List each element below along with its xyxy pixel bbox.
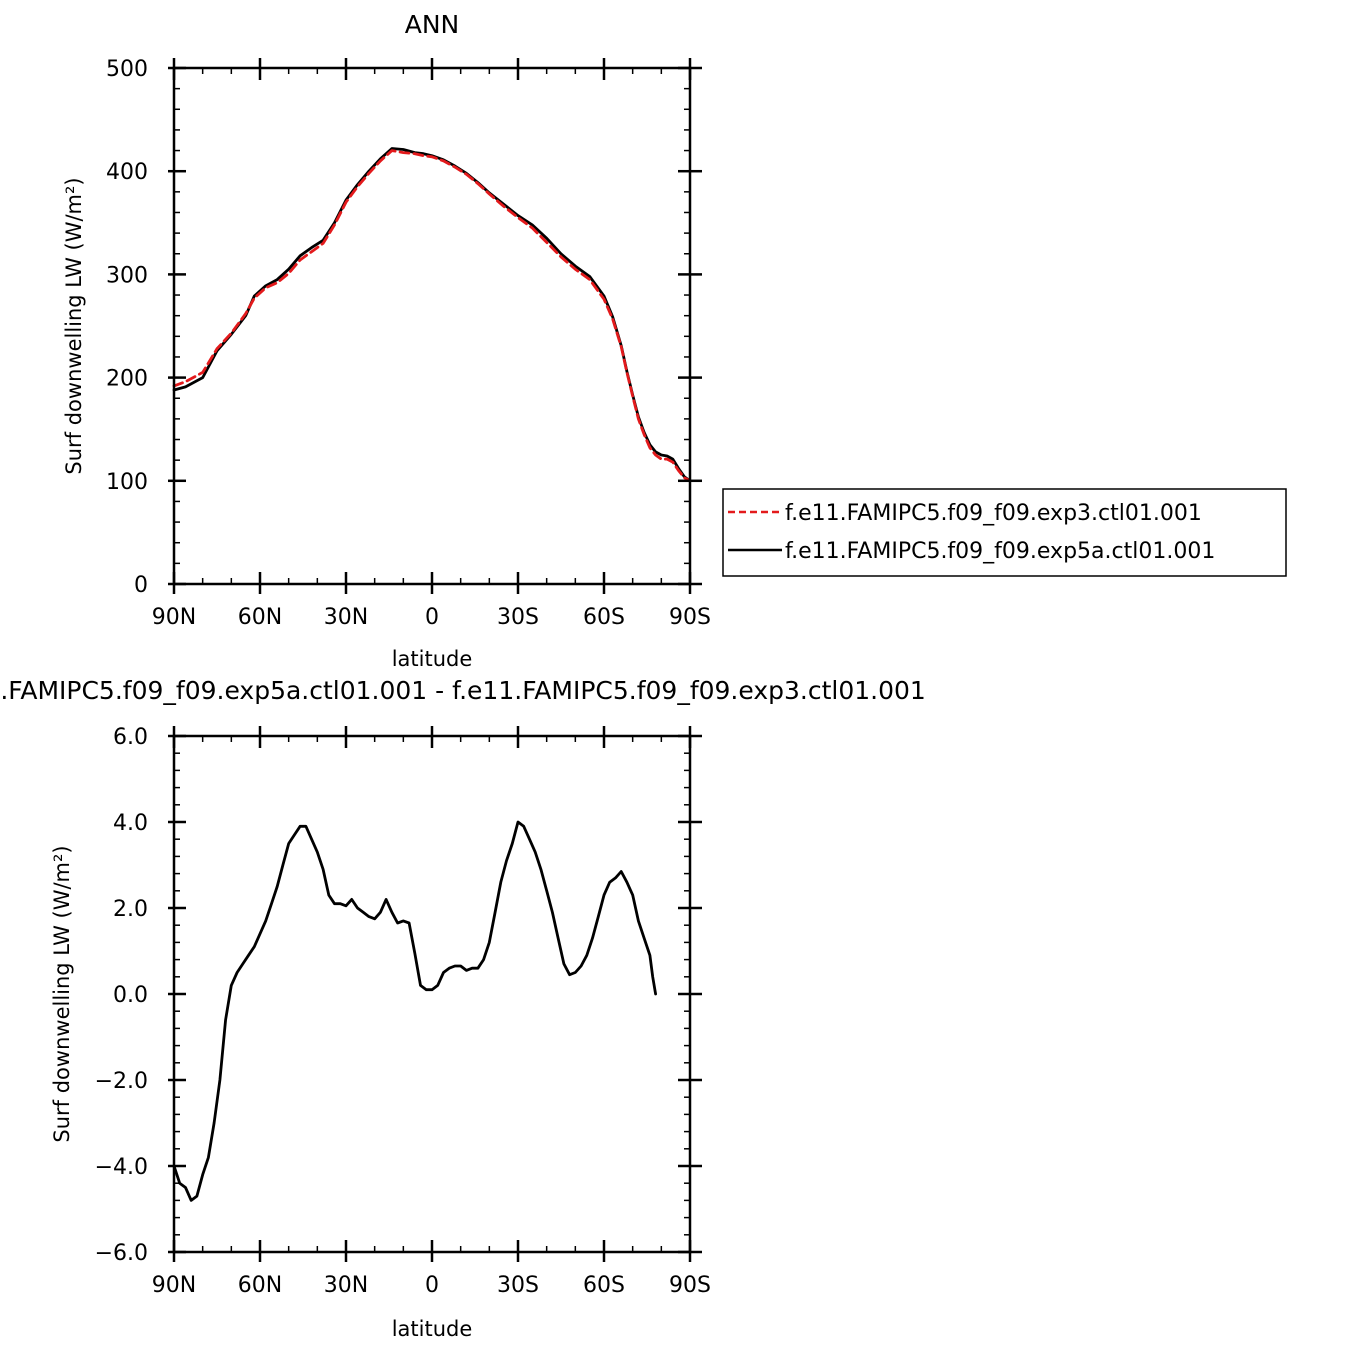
bottom-x-tick-label: 0 [425, 1273, 439, 1298]
bottom-x-tick-label: 90N [152, 1273, 196, 1298]
top-chart-title: ANN [405, 10, 460, 39]
legend-label-exp5a: f.e11.FAMIPC5.f09_f09.exp5a.ctl01.001 [785, 539, 1215, 564]
top-y-axis-label: Surf downwelling LW (W/m²) [62, 177, 86, 474]
top-y-tick-label: 500 [106, 57, 148, 82]
bottom-x-axis-label: latitude [392, 1317, 473, 1341]
top-x-tick-label: 30S [497, 605, 539, 630]
top-x-tick-label: 60N [238, 605, 282, 630]
bottom-y-tick-label: 6.0 [113, 725, 148, 750]
bottom-y-tick-label: 2.0 [113, 897, 148, 922]
top-series-line-1 [172, 149, 692, 483]
top-y-tick-label: 100 [106, 470, 148, 495]
bottom-x-tick-label: 60N [238, 1273, 282, 1298]
bottom-x-tick-label: 30S [497, 1273, 539, 1298]
top-x-tick-label: 0 [425, 605, 439, 630]
top-x-tick-label: 90S [669, 605, 711, 630]
bottom-plot-frame [172, 734, 692, 1254]
top-y-tick-label: 0 [134, 573, 148, 598]
bottom-y-tick-label: 0.0 [113, 983, 148, 1008]
legend-box [722, 488, 1287, 577]
bottom-y-tick-label: −4.0 [95, 1155, 148, 1180]
bottom-chart-title: f.e11.FAMIPC5.f09_f09.exp5a.ctl01.001 - … [0, 676, 926, 705]
bottom-x-tick-label: 30N [324, 1273, 368, 1298]
bottom-y-tick-label: 4.0 [113, 811, 148, 836]
top-x-tick-label: 90N [152, 605, 196, 630]
legend-label-exp3: f.e11.FAMIPC5.f09_f09.exp3.ctl01.001 [785, 501, 1202, 526]
top-plot-frame [172, 66, 692, 586]
top-x-axis-label: latitude [392, 647, 473, 671]
top-x-tick-label: 60S [583, 605, 625, 630]
bottom-x-tick-label: 60S [583, 1273, 625, 1298]
top-y-tick-label: 300 [106, 263, 148, 288]
bottom-y-tick-label: −2.0 [95, 1069, 148, 1094]
bottom-y-axis-label: Surf downwelling LW (W/m²) [50, 845, 74, 1142]
legend: f.e11.FAMIPC5.f09_f09.exp3.ctl01.001 f.e… [722, 488, 1287, 577]
bottom-x-tick-label: 90S [669, 1273, 711, 1298]
bottom-y-tick-label: −6.0 [95, 1241, 148, 1266]
bottom-series-line-1 [172, 820, 657, 1202]
top-y-tick-label: 200 [106, 367, 148, 392]
top-x-tick-label: 30N [324, 605, 368, 630]
top-y-tick-label: 400 [106, 160, 148, 185]
bottom-panel: f.e11.FAMIPC5.f09_f09.exp5a.ctl01.001 - … [0, 676, 926, 1341]
top-series-line-2 [172, 147, 692, 483]
